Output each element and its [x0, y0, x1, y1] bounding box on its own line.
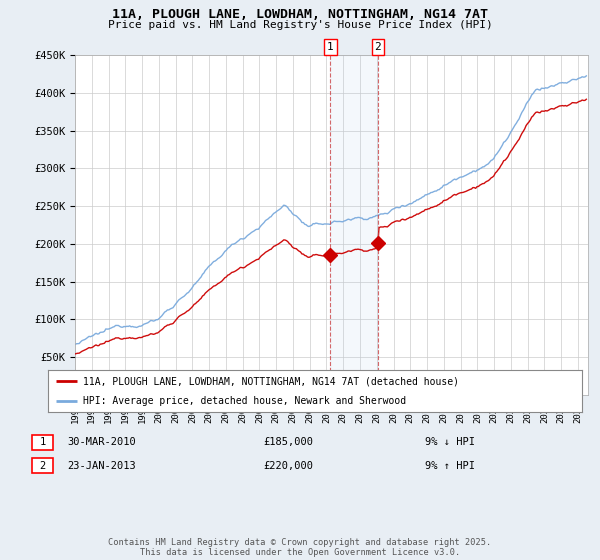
Text: Price paid vs. HM Land Registry's House Price Index (HPI): Price paid vs. HM Land Registry's House …	[107, 20, 493, 30]
Text: 30-MAR-2010: 30-MAR-2010	[67, 437, 136, 447]
Text: 1: 1	[327, 42, 334, 52]
Text: 9% ↑ HPI: 9% ↑ HPI	[425, 461, 475, 471]
Text: 23-JAN-2013: 23-JAN-2013	[67, 461, 136, 471]
Text: 2: 2	[40, 461, 46, 471]
Bar	[331, 55, 378, 395]
Text: HPI: Average price, detached house, Newark and Sherwood: HPI: Average price, detached house, Newa…	[83, 396, 406, 406]
Text: 2: 2	[374, 42, 382, 52]
Text: £185,000: £185,000	[263, 437, 313, 447]
Text: £220,000: £220,000	[263, 461, 313, 471]
Text: 9% ↓ HPI: 9% ↓ HPI	[425, 437, 475, 447]
Text: Contains HM Land Registry data © Crown copyright and database right 2025.
This d: Contains HM Land Registry data © Crown c…	[109, 538, 491, 557]
Text: 11A, PLOUGH LANE, LOWDHAM, NOTTINGHAM, NG14 7AT (detached house): 11A, PLOUGH LANE, LOWDHAM, NOTTINGHAM, N…	[83, 376, 459, 386]
Text: 11A, PLOUGH LANE, LOWDHAM, NOTTINGHAM, NG14 7AT: 11A, PLOUGH LANE, LOWDHAM, NOTTINGHAM, N…	[112, 8, 488, 21]
Text: 1: 1	[40, 437, 46, 447]
